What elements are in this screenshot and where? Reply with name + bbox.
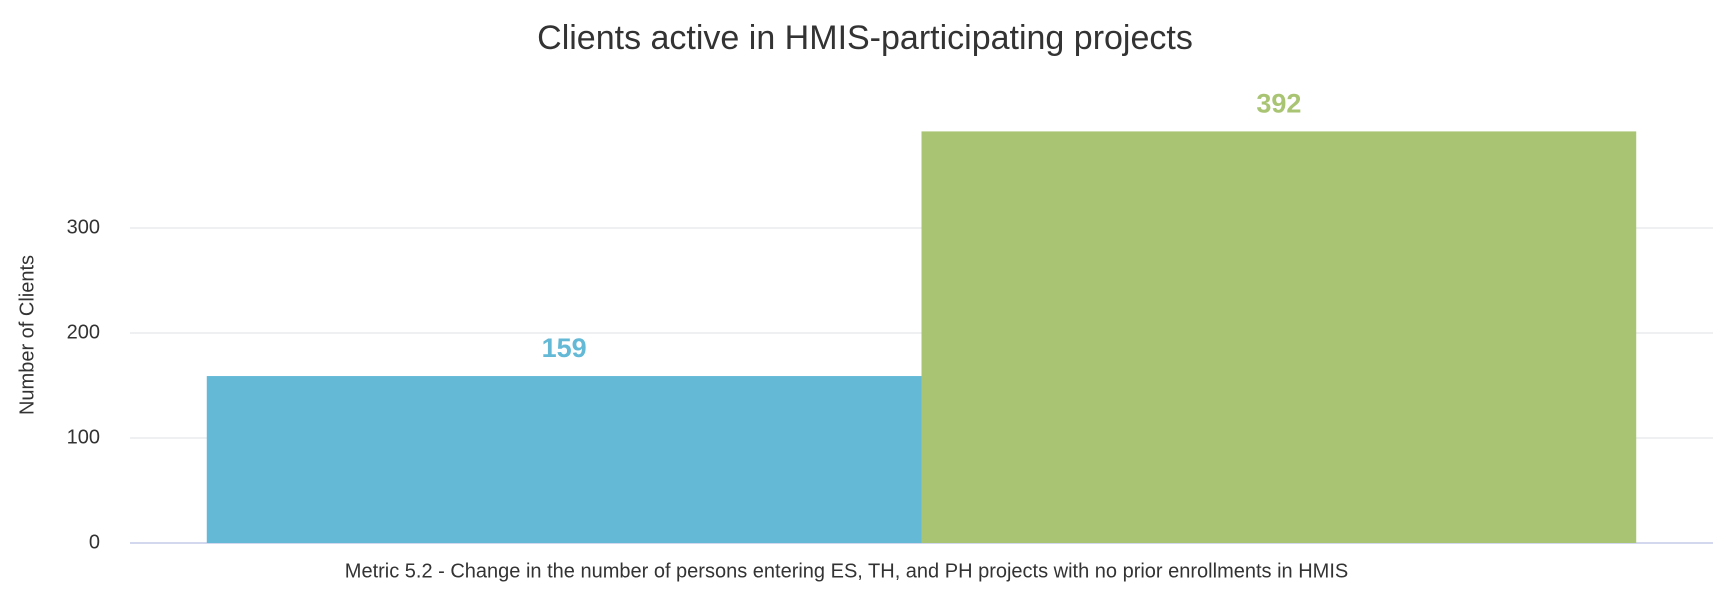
- data-label: 392: [1256, 89, 1301, 119]
- y-tick-label: 0: [89, 531, 100, 553]
- x-tick-label: Metric 5.2 - Change in the number of per…: [345, 560, 1348, 582]
- y-tick-label: 100: [67, 426, 100, 448]
- bar: [921, 131, 1637, 543]
- y-tick-label: 200: [67, 321, 100, 343]
- bar: [206, 376, 922, 543]
- y-axis-label: Number of Clients: [16, 255, 38, 415]
- y-tick-label: 300: [67, 216, 100, 238]
- data-label: 159: [542, 333, 587, 363]
- chart-title: Clients active in HMIS-participating pro…: [537, 19, 1193, 57]
